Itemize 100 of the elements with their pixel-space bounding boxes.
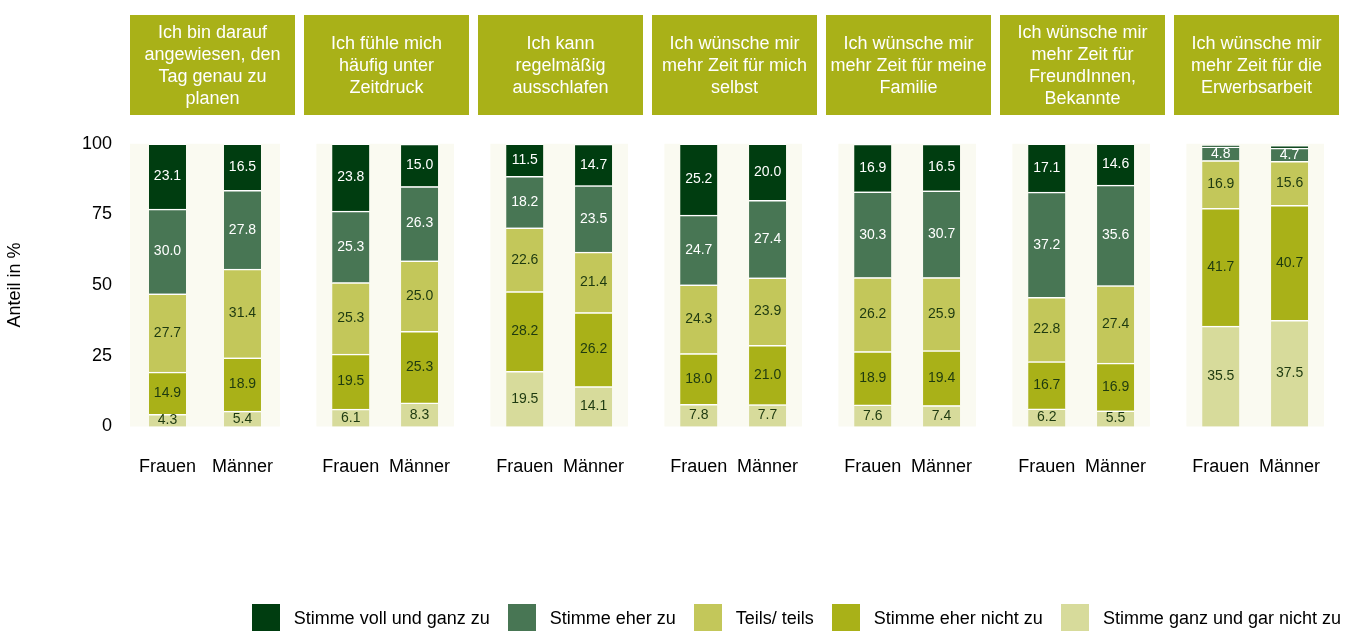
- data-label: 22.6: [511, 250, 539, 267]
- data-label: 19.4: [927, 368, 956, 385]
- data-label: 23.9: [753, 302, 782, 319]
- x-tick-label: Männer: [211, 456, 274, 477]
- y-tick-label: 75: [91, 203, 112, 224]
- x-tick-label: Frauen: [496, 456, 554, 477]
- x-tick-label: Männer: [911, 456, 973, 477]
- data-label: 27.4: [753, 229, 782, 246]
- legend-label: Stimme ganz und gar nicht zu: [1102, 607, 1341, 629]
- legend-label: Stimme eher zu: [549, 607, 676, 629]
- data-label: 14.7: [579, 155, 608, 172]
- data-label: 6.2: [1037, 408, 1057, 425]
- data-label: 21.0: [753, 365, 782, 382]
- x-tick-label: Männer: [563, 456, 625, 477]
- y-tick-label: 25: [91, 344, 112, 365]
- data-label: 7.8: [689, 406, 709, 423]
- data-label: 37.2: [1033, 235, 1061, 252]
- data-label: 22.8: [1033, 320, 1061, 337]
- data-label: 14.6: [1101, 155, 1130, 172]
- chart-title: Ich kann regelmäßig ausschlafen: [478, 15, 643, 115]
- data-label: 4.7: [1279, 145, 1300, 162]
- data-label: 20.0: [753, 162, 782, 179]
- data-label: 41.7: [1207, 258, 1235, 275]
- data-label: 27.7: [153, 323, 182, 340]
- chart-title: Ich wünsche mir mehr Zeit für die Erwerbsarbeit: [1174, 15, 1339, 115]
- data-label: 28.2: [511, 322, 539, 339]
- x-tick-label: Frauen: [1018, 456, 1076, 477]
- data-label: 25.9: [927, 304, 956, 321]
- data-label: 18.0: [685, 369, 713, 386]
- data-label: 27.4: [1101, 315, 1130, 332]
- chart-title: Ich fühle mich häufig unter Zeitdruck: [304, 15, 469, 115]
- data-label: 30.7: [927, 224, 956, 241]
- data-label: 16.9: [1101, 377, 1130, 394]
- data-label: 37.5: [1275, 364, 1304, 381]
- x-tick-label: Frauen: [670, 456, 728, 477]
- x-tick-label: Frauen: [844, 456, 902, 477]
- data-label: 23.1: [153, 167, 182, 184]
- data-label: 16.9: [859, 158, 887, 175]
- data-label: 25.3: [337, 237, 365, 254]
- data-label: 26.3: [405, 214, 434, 231]
- data-label: 18.9: [228, 375, 257, 392]
- data-label: 25.0: [405, 286, 434, 303]
- legend-label: Teils/ teils: [735, 607, 814, 629]
- x-tick-label: Männer: [389, 456, 451, 477]
- legend-label: Stimme eher nicht zu: [873, 607, 1043, 629]
- data-label: 7.6: [863, 406, 883, 423]
- data-label: 30.0: [153, 242, 182, 259]
- x-tick-label: Frauen: [322, 456, 380, 477]
- data-label: 4.8: [1211, 144, 1231, 161]
- data-label: 24.7: [685, 240, 713, 257]
- data-label: 7.4: [931, 406, 952, 423]
- chart-title: Ich bin darauf angewiesen, den Tag genau zu planen: [130, 15, 295, 115]
- data-label: 4.3: [157, 411, 178, 428]
- y-axis-title: Anteil in %: [3, 242, 24, 328]
- data-label: 16.5: [927, 158, 956, 175]
- data-label: 19.5: [511, 389, 539, 406]
- x-tick-label: Frauen: [138, 456, 197, 477]
- data-label: 15.6: [1275, 174, 1304, 191]
- data-label: 23.5: [579, 209, 608, 226]
- data-label: 25.2: [685, 170, 713, 187]
- data-label: 8.3: [409, 405, 430, 422]
- y-tick-label: 0: [101, 415, 112, 436]
- data-label: 18.9: [859, 369, 887, 386]
- data-label: 18.2: [511, 192, 539, 209]
- data-label: 21.4: [579, 273, 608, 290]
- data-label: 24.3: [685, 310, 713, 327]
- x-tick-label: Männer: [737, 456, 799, 477]
- data-label: 31.4: [228, 304, 257, 321]
- data-label: 30.3: [859, 225, 887, 242]
- data-label: 14.9: [153, 384, 182, 401]
- data-label: 25.3: [337, 309, 365, 326]
- x-tick-label: Männer: [1085, 456, 1147, 477]
- chart-title: Ich wünsche mir mehr Zeit für mich selbst: [652, 15, 817, 115]
- data-label: 17.1: [1033, 158, 1061, 175]
- data-label: 5.4: [232, 409, 253, 426]
- data-label: 35.6: [1101, 226, 1130, 243]
- data-label: 15.0: [405, 156, 434, 173]
- data-label: 5.5: [1105, 409, 1126, 426]
- chart-title: Ich wünsche mir mehr Zeit für meine Familie: [826, 15, 991, 115]
- data-label: 14.1: [579, 397, 608, 414]
- data-label: 40.7: [1275, 253, 1304, 270]
- data-label: 7.7: [757, 406, 778, 423]
- data-label: 16.5: [228, 157, 257, 174]
- x-tick-label: Frauen: [1192, 456, 1250, 477]
- data-label: 19.5: [337, 372, 365, 389]
- legend-label: Stimme voll und ganz zu: [293, 607, 490, 629]
- data-label: 25.3: [405, 358, 434, 375]
- data-label: 11.5: [511, 150, 539, 167]
- data-label: 26.2: [579, 340, 608, 357]
- chart-title: Ich wünsche mir mehr Zeit für FreundInnen, Bekannte: [1000, 15, 1165, 115]
- data-label: 16.7: [1033, 376, 1061, 393]
- data-label: 26.2: [859, 305, 887, 322]
- y-tick-label: 50: [91, 274, 112, 295]
- x-tick-label: Männer: [1259, 456, 1321, 477]
- data-label: 27.8: [228, 220, 257, 237]
- y-tick-label: 100: [81, 132, 112, 153]
- data-label: 23.8: [337, 168, 365, 185]
- data-label: 35.5: [1207, 367, 1235, 384]
- data-label: 16.9: [1207, 175, 1235, 192]
- data-label: 6.1: [341, 408, 361, 425]
